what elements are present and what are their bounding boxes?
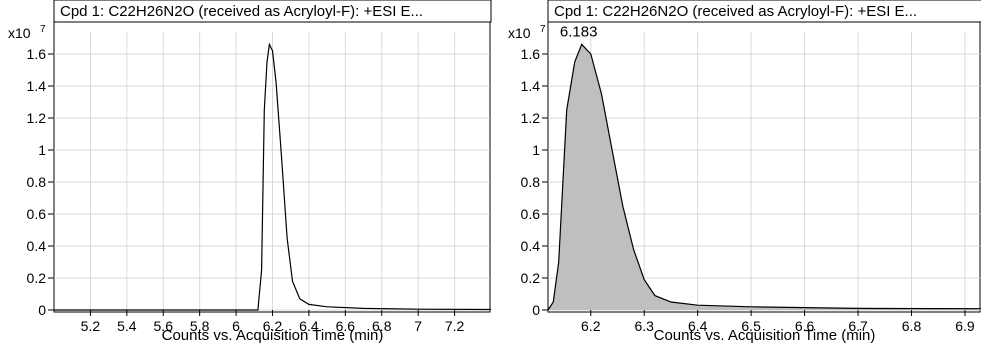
y-tick-label: 0.8 [521, 174, 541, 190]
y-tick-label: 1.2 [27, 110, 47, 126]
panel-title-box [547, 0, 981, 23]
panel-title: Cpd 1: C22H26N2O (received as Acryloyl-F… [60, 3, 423, 20]
x-axis-title: Counts vs. Acquisition Time (min) [162, 327, 384, 344]
x-tick-label: 6.8 [902, 318, 922, 334]
x-tick-label: 6.6 [795, 318, 815, 334]
peak-label: 6.183 [560, 23, 598, 40]
x-tick-label: 6.4 [688, 318, 708, 334]
x-axis-title: Counts vs. Acquisition Time (min) [654, 327, 876, 344]
x-tick-label: 5.4 [117, 318, 137, 334]
x-tick-label: 5.8 [190, 318, 210, 334]
y-tick-label: 0.4 [27, 238, 47, 254]
series-line [54, 42, 492, 311]
panel-title: Cpd 1: C22H26N2O (received as Acryloyl-F… [554, 3, 917, 20]
y-tick-label: 0.2 [27, 270, 47, 286]
x-tick-label: 6.5 [741, 318, 761, 334]
y-multiplier-exponent: 7 [540, 24, 546, 35]
y-tick-label: 1 [532, 142, 540, 158]
x-tick-label: 6.7 [848, 318, 868, 334]
x-tick-label: 6.2 [263, 318, 283, 334]
y-tick-label: 0 [38, 302, 46, 318]
x-tick-label: 5.6 [154, 318, 174, 334]
y-tick-label: 0.2 [521, 270, 541, 286]
x-tick-label: 6.8 [372, 318, 392, 334]
y-multiplier: x10 [8, 25, 31, 41]
x-tick-label: 6.6 [336, 318, 356, 334]
y-tick-label: 0.8 [27, 174, 47, 190]
y-tick-label: 1.6 [521, 46, 541, 62]
x-tick-label: 6.3 [634, 318, 654, 334]
y-multiplier: x10 [508, 25, 531, 41]
x-tick-label: 7 [414, 318, 422, 334]
x-tick-label: 6.2 [581, 318, 601, 334]
y-tick-label: 0.6 [521, 206, 541, 222]
x-tick-label: 6 [232, 318, 240, 334]
y-tick-label: 0 [532, 302, 540, 318]
y-tick-label: 1 [38, 142, 46, 158]
x-tick-label: 6.9 [955, 318, 975, 334]
y-tick-label: 1.2 [521, 110, 541, 126]
x-tick-label: 7.2 [445, 318, 465, 334]
x-tick-label: 5.2 [81, 318, 101, 334]
y-tick-label: 0.4 [521, 238, 541, 254]
y-tick-label: 1.6 [27, 46, 47, 62]
y-tick-label: 1.4 [521, 78, 541, 94]
y-tick-label: 0.6 [27, 206, 47, 222]
series-area [548, 44, 981, 311]
panel-title-box [53, 0, 492, 23]
y-tick-label: 1.4 [27, 78, 47, 94]
y-multiplier-exponent: 7 [40, 24, 46, 35]
x-tick-label: 6.4 [299, 318, 319, 334]
series-line [547, 43, 981, 311]
